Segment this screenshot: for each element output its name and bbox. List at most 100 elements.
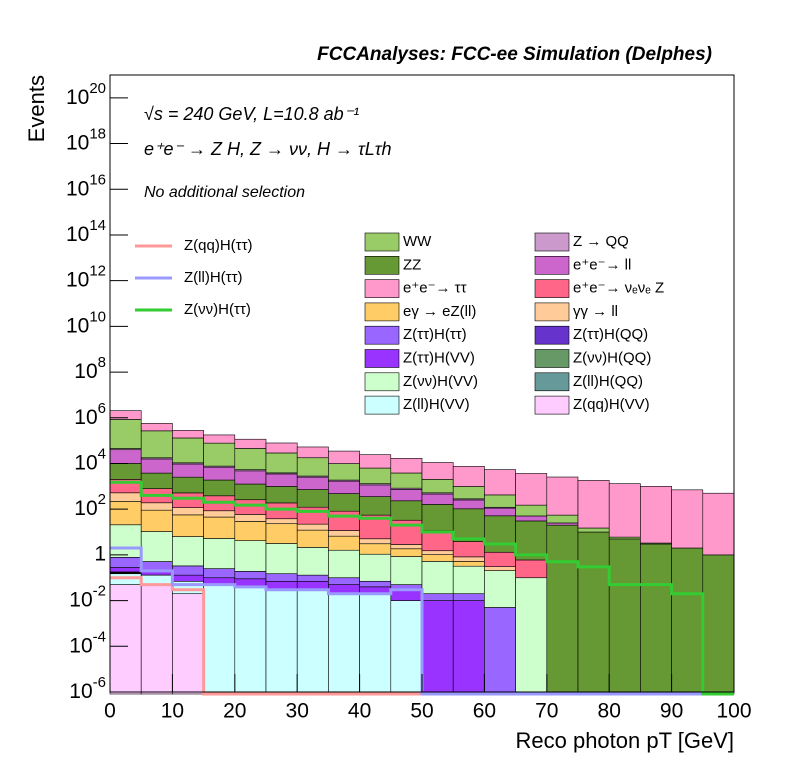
bar (172, 536, 204, 567)
bar (328, 493, 360, 512)
bar (203, 568, 236, 579)
bar (421, 530, 454, 552)
bar (390, 458, 423, 474)
bar (359, 543, 392, 555)
legend-swatch (364, 395, 400, 415)
legend-label: Z(qq)H(VV) (573, 396, 650, 413)
legend-swatch (364, 325, 400, 345)
x-tick-label: 40 (348, 700, 371, 723)
bar (421, 593, 454, 601)
legend-swatch (534, 325, 570, 345)
bar (265, 523, 298, 544)
bar (172, 565, 204, 576)
signal-line (110, 480, 734, 696)
x-tick-label: 10 (161, 700, 184, 723)
legend-swatch (534, 302, 570, 322)
bar (203, 442, 236, 467)
legend-swatch (534, 279, 570, 298)
bar (265, 452, 298, 474)
legend-swatch (534, 395, 570, 415)
y-tick-label: 1014 (66, 217, 106, 246)
bar (359, 496, 392, 516)
bar (140, 423, 173, 432)
bar (109, 419, 142, 449)
bar (390, 600, 423, 695)
bar (109, 584, 142, 695)
bar (484, 515, 516, 553)
x-tick-label: 20 (223, 700, 246, 723)
bar (328, 450, 360, 464)
bar (452, 486, 485, 500)
bar (390, 556, 423, 585)
legend-label: WW (403, 233, 432, 250)
bar (140, 509, 173, 532)
bar (172, 514, 204, 537)
bar (203, 584, 236, 695)
bar (265, 486, 298, 504)
bar (172, 437, 204, 464)
stack (109, 410, 735, 695)
x-axis-label: Reco photon pT [GeV] (515, 728, 734, 753)
bar (265, 589, 298, 695)
bar (234, 540, 267, 572)
bar (328, 535, 360, 551)
signal-line (110, 546, 734, 696)
bar (328, 480, 360, 494)
x-tick-label: 80 (598, 700, 621, 723)
legend-swatch (534, 349, 570, 368)
bar (421, 561, 454, 595)
bar (359, 467, 392, 484)
bar (172, 492, 204, 508)
bar (140, 502, 173, 511)
bar (203, 538, 236, 569)
bar (234, 521, 267, 541)
legend-label: Z → QQ (573, 233, 629, 250)
y-tick-label: 1 (94, 542, 106, 565)
y-tick-label: 10-4 (69, 628, 106, 657)
bar (234, 448, 267, 470)
bar (452, 541, 485, 558)
bar (484, 566, 516, 571)
bar (296, 476, 329, 490)
bar (390, 589, 423, 601)
bar (702, 554, 735, 695)
y-tick-label: 1012 (66, 263, 106, 292)
bar (671, 547, 704, 695)
bar (172, 593, 204, 695)
bar (328, 549, 360, 579)
bar (296, 489, 329, 508)
bar (109, 492, 142, 502)
bar (109, 449, 142, 464)
legend-label: Z(ττ)H(ττ) (403, 326, 467, 343)
legend-swatch (364, 232, 400, 252)
legend-swatch (534, 232, 570, 252)
bar (234, 571, 267, 580)
bar (203, 516, 236, 539)
legend-swatch (364, 372, 400, 392)
bar (296, 574, 329, 582)
annotation: √s = 240 GeV, L=10.8 ab⁻¹ (144, 104, 359, 124)
bar (546, 524, 579, 695)
bar (671, 489, 704, 549)
legend-swatch (364, 349, 400, 368)
bar (109, 524, 142, 558)
legend-label: ZZ (403, 256, 421, 273)
bar (515, 559, 548, 579)
bar (546, 522, 579, 526)
bar (515, 473, 548, 506)
bar (421, 600, 454, 695)
bar (172, 476, 204, 494)
x-tick-label: 70 (535, 700, 558, 723)
bar (484, 469, 516, 496)
bar (421, 493, 454, 505)
bar (265, 573, 298, 582)
bar (515, 515, 548, 522)
bar (484, 494, 516, 508)
y-tick-label: 104 (74, 445, 106, 474)
bar (359, 580, 392, 588)
bar (452, 499, 485, 510)
bar (109, 557, 142, 568)
bar (172, 574, 204, 582)
bar (421, 462, 454, 480)
